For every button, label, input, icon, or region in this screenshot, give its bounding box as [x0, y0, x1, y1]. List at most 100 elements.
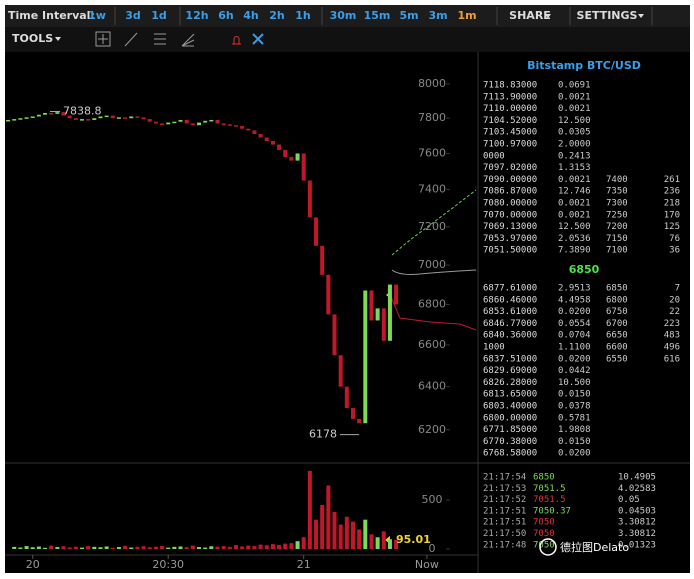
- interval-button[interactable]: 5m: [399, 9, 418, 22]
- book-cell: 0.2413: [558, 151, 591, 161]
- trade-price: 7050: [533, 540, 555, 550]
- share-button[interactable]: SHARE: [509, 9, 551, 22]
- candle: [123, 117, 128, 119]
- volume-bar: [375, 537, 380, 549]
- candle: [135, 116, 140, 118]
- trade-time: 21:17:52: [483, 495, 526, 505]
- candle: [203, 120, 208, 123]
- book-cell: 7: [675, 284, 680, 294]
- book-cell: 483: [664, 331, 680, 341]
- volume-bar: [215, 546, 220, 549]
- interval-button[interactable]: 3d: [125, 9, 141, 22]
- x-tick-label: 20: [26, 558, 40, 571]
- book-cell: 0.0378: [558, 402, 591, 412]
- book-cell: 7090.00000: [483, 175, 537, 185]
- book-cell: 0.0442: [558, 366, 591, 376]
- x-tick-label: 21: [297, 558, 311, 571]
- book-cell: 36: [669, 246, 680, 256]
- trade-time: 21:17:50: [483, 529, 526, 539]
- candle: [332, 314, 337, 356]
- interval-button[interactable]: 3m: [428, 9, 447, 22]
- fib-tool[interactable]: [181, 33, 195, 47]
- book-cell: 12.500: [558, 116, 591, 126]
- interval-button[interactable]: 30m: [330, 9, 357, 22]
- book-cell: 76: [669, 234, 680, 244]
- book-cell: 6860.46000: [483, 295, 537, 305]
- candle: [79, 119, 84, 121]
- candle: [178, 119, 183, 122]
- candle: [246, 128, 251, 131]
- book-cell: 12.500: [558, 222, 591, 232]
- line-tool[interactable]: [124, 32, 138, 47]
- candle: [67, 115, 72, 119]
- candle: [6, 119, 11, 122]
- dropdown-icon: [545, 14, 551, 18]
- interval-button[interactable]: 1m: [457, 9, 476, 22]
- book-cell: 7350: [606, 187, 628, 197]
- volume-bar: [338, 524, 343, 549]
- interval-button[interactable]: 1h: [295, 9, 311, 22]
- trade-amount: 0.01323: [618, 540, 656, 550]
- volume-bar: [197, 547, 202, 549]
- trade-time: 21:17:53: [483, 484, 526, 494]
- candle: [43, 113, 48, 115]
- book-cell: 7080.00000: [483, 199, 537, 209]
- interval-button[interactable]: 6h: [218, 9, 234, 22]
- alert-tool[interactable]: [232, 36, 241, 45]
- dropdown-icon: [55, 37, 61, 41]
- volume-bar: [277, 544, 282, 549]
- book-cell: 7113.90000: [483, 92, 537, 102]
- book-cell: 7110.00000: [483, 104, 537, 114]
- volume-bar: [153, 546, 158, 549]
- tools-button[interactable]: TOOLS: [12, 32, 53, 45]
- y-tick-label: 7200: [418, 220, 446, 233]
- candle: [233, 125, 238, 127]
- interval-button[interactable]: 12h: [185, 9, 208, 22]
- y-tick-label: 6400: [418, 380, 446, 393]
- fullscreen-tool[interactable]: [252, 33, 264, 45]
- volume-bar: [252, 546, 257, 549]
- book-cell: 0.0200: [558, 354, 591, 364]
- candle: [18, 118, 23, 120]
- volume-bar: [55, 547, 60, 549]
- candle: [326, 274, 331, 315]
- book-cell: 6750: [606, 307, 628, 317]
- candle: [12, 119, 17, 121]
- interval-button[interactable]: 4h: [243, 9, 259, 22]
- book-cell: 223: [664, 319, 680, 329]
- book-cell: 6768.58000: [483, 449, 537, 459]
- candle: [283, 149, 288, 158]
- volume-bar: [92, 546, 97, 549]
- candle: [301, 153, 306, 181]
- interval-button[interactable]: 15m: [364, 9, 391, 22]
- candle: [129, 116, 134, 119]
- book-cell: 496: [664, 343, 680, 353]
- book-cell: 616: [664, 354, 680, 364]
- interval-button[interactable]: 2h: [269, 9, 285, 22]
- interval-button[interactable]: 1d: [151, 9, 167, 22]
- book-cell: 0.0021: [558, 210, 591, 220]
- hline-tool[interactable]: [154, 33, 166, 45]
- volume-bar: [184, 547, 189, 549]
- book-cell: 2.0000: [558, 140, 591, 150]
- book-cell: 0.5781: [558, 413, 591, 423]
- volume-bar: [295, 541, 300, 549]
- candle: [36, 114, 41, 117]
- mid-price: 6850: [569, 263, 600, 276]
- settings-button[interactable]: SETTINGS: [577, 9, 638, 22]
- volume-bar: [141, 546, 146, 549]
- book-cell: 6803.40000: [483, 402, 537, 412]
- candle: [209, 119, 214, 122]
- volume-bar: [43, 547, 48, 549]
- volume-bar: [135, 546, 140, 549]
- candle: [141, 117, 146, 120]
- y-tick-label: 6200: [418, 423, 446, 436]
- trade-amount: 0.05: [618, 495, 640, 505]
- x-tick-label: Now: [415, 558, 439, 571]
- volume-bar: [314, 519, 319, 549]
- crosshair-tool[interactable]: [95, 31, 111, 47]
- interval-button[interactable]: 1w: [88, 9, 106, 22]
- trade-price: 7050: [533, 518, 555, 528]
- book-cell: 0.0150: [558, 437, 591, 447]
- book-cell: 7300: [606, 199, 628, 209]
